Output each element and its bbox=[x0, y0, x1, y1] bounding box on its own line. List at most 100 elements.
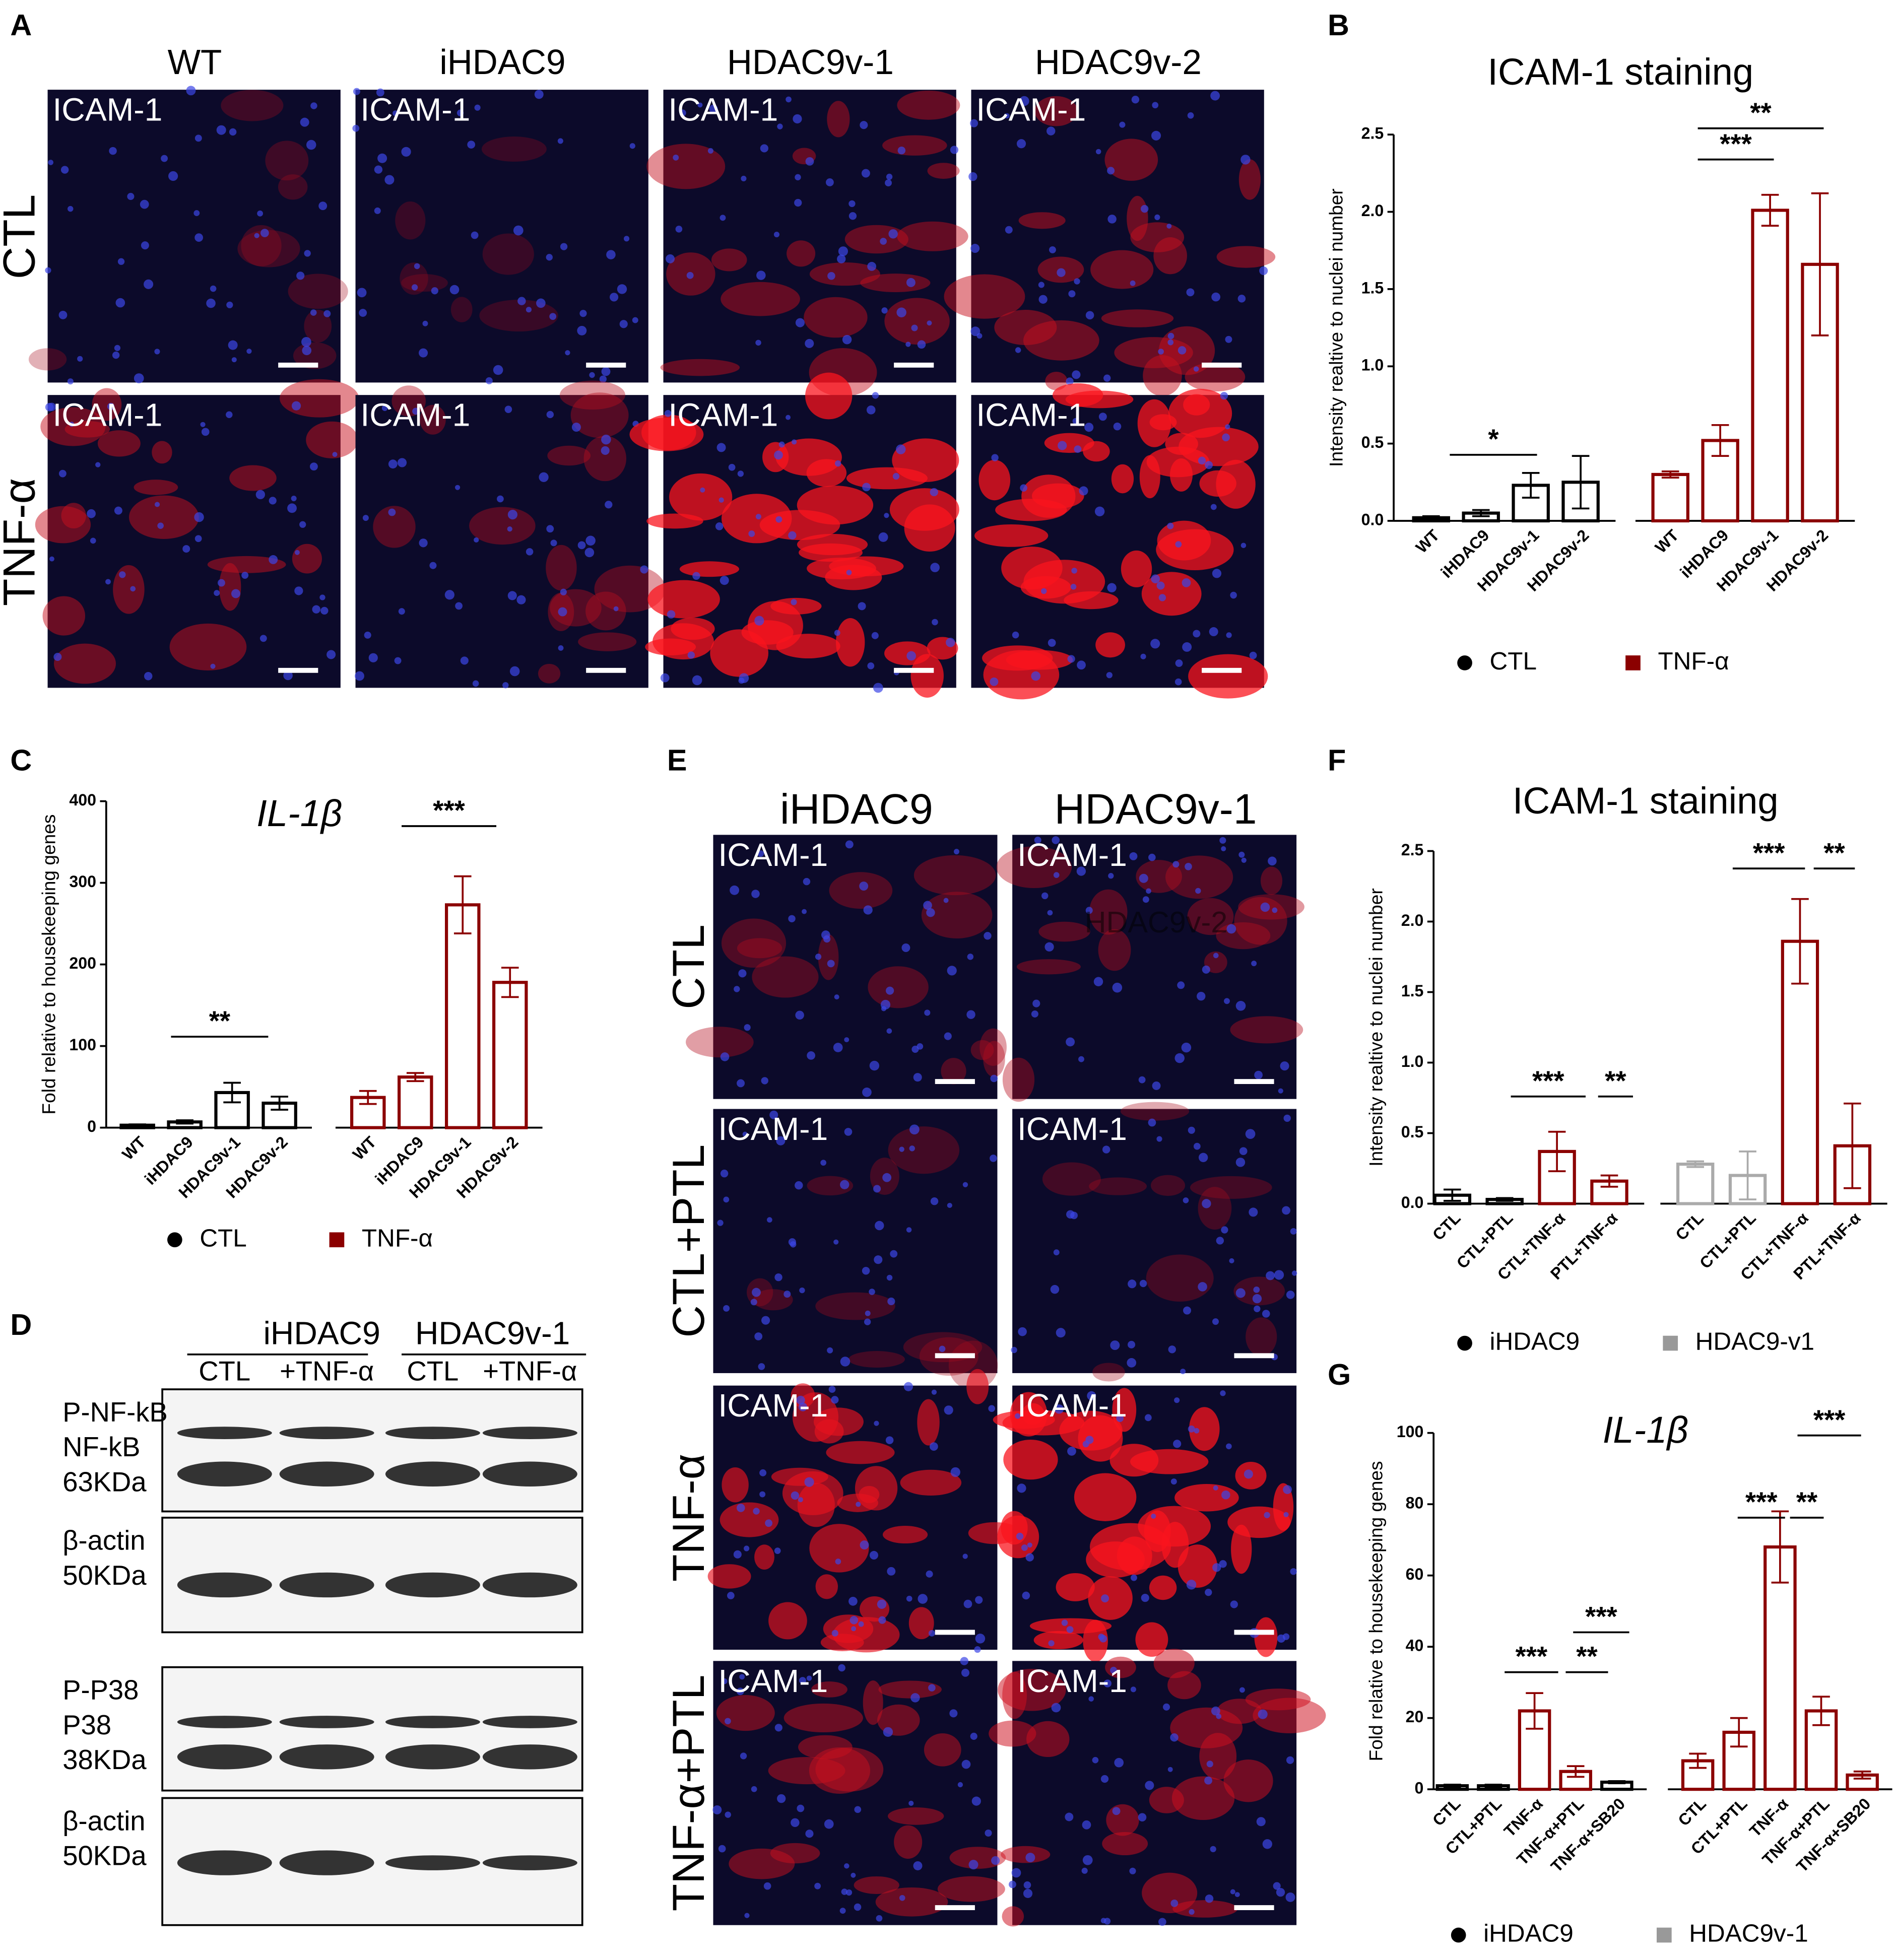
nucleus bbox=[930, 1197, 939, 1205]
nucleus bbox=[1220, 1390, 1226, 1396]
nucleus bbox=[970, 244, 980, 253]
nucleus bbox=[1099, 1635, 1107, 1643]
nucleus bbox=[718, 1845, 726, 1853]
cell bbox=[134, 480, 178, 495]
nucleus bbox=[899, 1146, 904, 1152]
cell bbox=[860, 274, 931, 293]
nucleus bbox=[260, 229, 269, 237]
cell bbox=[741, 620, 794, 645]
nucleus bbox=[666, 254, 675, 263]
nucleus bbox=[1170, 1478, 1177, 1485]
legend-marker bbox=[1663, 1335, 1678, 1351]
nucleus bbox=[1119, 121, 1126, 128]
nucleus bbox=[1074, 445, 1082, 453]
band bbox=[279, 1572, 374, 1598]
nucleus bbox=[601, 367, 611, 376]
image-label: ICAM-1 bbox=[976, 92, 1086, 128]
nucleus bbox=[1262, 1839, 1272, 1849]
nucleus bbox=[885, 986, 894, 995]
nucleus bbox=[926, 908, 935, 917]
nucleus bbox=[517, 297, 526, 305]
image-bg bbox=[713, 1109, 998, 1373]
cell bbox=[776, 634, 840, 659]
cell bbox=[818, 934, 839, 980]
nucleus bbox=[1021, 1544, 1028, 1551]
nucleus bbox=[906, 651, 917, 661]
cell bbox=[1216, 246, 1276, 268]
nucleus bbox=[679, 109, 686, 116]
nucleus bbox=[1082, 1820, 1091, 1830]
nucleus bbox=[1193, 630, 1201, 638]
nucleus bbox=[58, 310, 68, 319]
nucleus bbox=[1085, 907, 1093, 914]
nucleus bbox=[962, 1182, 968, 1187]
nucleus bbox=[851, 1872, 856, 1878]
nucleus bbox=[885, 179, 892, 187]
nucleus bbox=[312, 605, 320, 614]
nucleus bbox=[827, 1347, 833, 1354]
nucleus bbox=[1144, 1414, 1152, 1422]
band bbox=[177, 1572, 272, 1598]
cell bbox=[1179, 427, 1259, 466]
cell bbox=[1056, 1573, 1095, 1601]
panel-letter: D bbox=[10, 1308, 32, 1341]
nucleus bbox=[182, 545, 190, 553]
nucleus bbox=[355, 671, 364, 681]
nucleus bbox=[765, 1519, 773, 1527]
nucleus bbox=[875, 1221, 884, 1231]
band bbox=[279, 1744, 374, 1770]
nucleus bbox=[388, 508, 396, 516]
nucleus bbox=[1145, 1781, 1154, 1790]
column-header: iHDAC9 bbox=[780, 785, 933, 833]
nucleus bbox=[1264, 1512, 1270, 1518]
cell bbox=[237, 230, 300, 267]
nucleus bbox=[401, 147, 411, 157]
error-bar bbox=[176, 1119, 193, 1125]
nucleus bbox=[546, 411, 554, 419]
nucleus bbox=[744, 1545, 750, 1551]
nucleus bbox=[1138, 1076, 1146, 1084]
cell bbox=[888, 1126, 960, 1174]
nucleus bbox=[419, 538, 428, 548]
cell bbox=[40, 407, 106, 446]
cell bbox=[1169, 458, 1193, 492]
nucleus bbox=[1130, 280, 1136, 286]
nucleus bbox=[1213, 1485, 1218, 1491]
nucleus bbox=[799, 1287, 805, 1294]
chart-title: IL-1β bbox=[256, 792, 342, 834]
nucleus bbox=[291, 496, 297, 502]
nucleus bbox=[90, 537, 96, 544]
nucleus bbox=[323, 310, 331, 317]
nucleus bbox=[299, 521, 306, 528]
nucleus bbox=[1049, 246, 1056, 253]
nucleus bbox=[1188, 1126, 1195, 1134]
chart-title: ICAM-1 staining bbox=[1513, 780, 1779, 822]
nucleus bbox=[960, 1657, 968, 1665]
cell bbox=[814, 1419, 844, 1444]
nucleus bbox=[114, 345, 121, 351]
nucleus bbox=[210, 663, 216, 669]
nucleus bbox=[1282, 1633, 1290, 1640]
nucleus bbox=[1140, 205, 1149, 213]
micrograph: ICAM-1 bbox=[944, 90, 1276, 396]
nucleus bbox=[876, 1915, 883, 1922]
cell bbox=[1101, 309, 1174, 327]
nucleus bbox=[943, 898, 949, 903]
nucleus bbox=[886, 173, 893, 180]
nucleus bbox=[1290, 1228, 1297, 1235]
nucleus bbox=[738, 678, 745, 684]
nucleus bbox=[1197, 992, 1206, 1001]
nucleus bbox=[1027, 1542, 1032, 1548]
band bbox=[177, 1461, 272, 1487]
nucleus bbox=[1210, 91, 1220, 101]
nucleus bbox=[1022, 1591, 1030, 1600]
nucleus bbox=[1141, 1593, 1149, 1602]
nucleus bbox=[1249, 1207, 1258, 1217]
nucleus bbox=[1198, 456, 1206, 465]
y-tick-label: 2.5 bbox=[1361, 124, 1384, 143]
nucleus bbox=[332, 452, 338, 457]
cell bbox=[1190, 1176, 1272, 1199]
nucleus bbox=[834, 994, 839, 1000]
significance: *** bbox=[1532, 1065, 1564, 1096]
micrograph: ICAM-1 bbox=[352, 88, 648, 384]
